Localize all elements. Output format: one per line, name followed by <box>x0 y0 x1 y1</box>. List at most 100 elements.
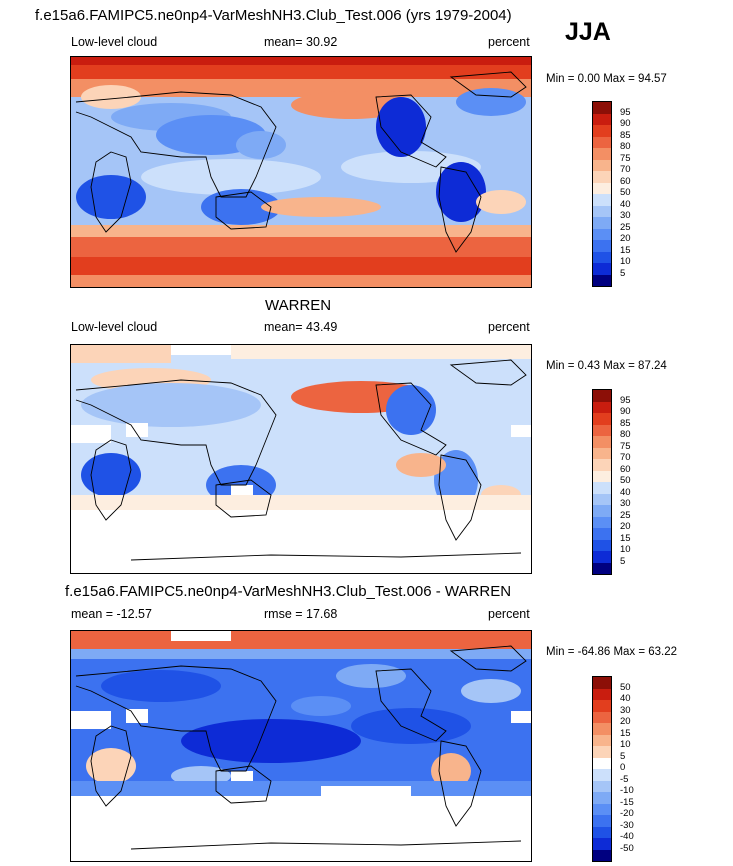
colorbar-label: -30 <box>620 819 634 831</box>
colorbar-label: 80 <box>620 141 631 152</box>
colorbar-swatch <box>593 436 611 448</box>
colorbar-label: 75 <box>620 440 631 452</box>
colorbar-swatch <box>593 251 611 263</box>
colorbar-label: -10 <box>620 785 634 796</box>
colorbar-label: 95 <box>620 394 631 406</box>
colorbar-label: 25 <box>620 221 631 233</box>
colorbar-label: 70 <box>620 452 631 463</box>
colorbar-swatch <box>593 113 611 125</box>
panel-3-mean-label: mean = -12.57 <box>71 607 152 621</box>
panel-2-variable-label: Low-level cloud <box>71 320 158 334</box>
colorbar-swatch <box>593 792 611 804</box>
panel-1-variable-label: Low-level cloud <box>71 35 158 49</box>
colorbar-label: -5 <box>620 773 629 785</box>
panel-1-mean-label: mean= 30.92 <box>264 35 338 49</box>
season-label: JJA <box>565 18 611 46</box>
panel-2-map-field <box>71 345 531 573</box>
colorbar-swatch <box>593 413 611 425</box>
panel-2-title: WARREN <box>265 297 332 314</box>
colorbar-label: 95 <box>620 106 631 118</box>
colorbar-swatch <box>593 551 611 563</box>
colorbar-swatch <box>593 826 611 838</box>
colorbar-swatch <box>593 757 611 769</box>
colorbar-label: 15 <box>620 532 631 544</box>
colorbar-label: -50 <box>620 842 634 854</box>
colorbar-label: 50 <box>620 475 631 486</box>
colorbar-swatch <box>593 734 611 746</box>
colorbar-swatch <box>593 171 611 183</box>
colorbar-box <box>592 101 612 287</box>
colorbar-label: 15 <box>620 727 631 739</box>
panel-2-mean-label: mean= 43.49 <box>264 320 338 334</box>
colorbar-swatch <box>593 424 611 436</box>
colorbar-label: 30 <box>620 210 631 221</box>
colorbar-swatch <box>593 677 611 689</box>
colorbar-label: 0 <box>620 762 626 773</box>
colorbar-swatch <box>593 838 611 850</box>
panel-3-title: f.e15a6.FAMIPC5.ne0np4-VarMeshNH3.Club_T… <box>65 583 512 600</box>
colorbar-label: 5 <box>620 555 626 567</box>
colorbar-swatch <box>593 711 611 723</box>
colorbar-swatch <box>593 459 611 471</box>
colorbar-label: -40 <box>620 831 634 842</box>
colorbar-swatch <box>593 723 611 735</box>
panel-2-minmax: Min = 0.43 Max = 87.24 <box>546 360 667 372</box>
panel-3-units-label: percent <box>488 607 530 621</box>
colorbar-label: 40 <box>620 198 631 210</box>
colorbar-swatch <box>593 447 611 459</box>
colorbar-swatch <box>593 803 611 815</box>
colorbar-label: 80 <box>620 429 631 440</box>
panel-1-map <box>70 56 532 288</box>
colorbar-swatch <box>593 159 611 171</box>
colorbar-label: 30 <box>620 498 631 509</box>
colorbar-label: 10 <box>620 739 631 750</box>
colorbar-swatch <box>593 240 611 252</box>
colorbar-label: 30 <box>620 704 631 716</box>
colorbar-swatch <box>593 769 611 781</box>
colorbar-label: 70 <box>620 164 631 175</box>
panel-3-map-field <box>71 631 531 861</box>
colorbar-swatch <box>593 125 611 137</box>
colorbar-label: 50 <box>620 187 631 198</box>
colorbar-swatch <box>593 217 611 229</box>
colorbar-label: 50 <box>620 681 631 693</box>
colorbar-swatch <box>593 539 611 551</box>
colorbar-swatch <box>593 205 611 217</box>
colorbar-label: 20 <box>620 716 631 727</box>
panel-1-minmax: Min = 0.00 Max = 94.57 <box>546 73 667 85</box>
colorbar-label: 10 <box>620 256 631 267</box>
colorbar-label: 40 <box>620 486 631 498</box>
colorbar-swatch <box>593 688 611 700</box>
colorbar-label: -20 <box>620 808 634 819</box>
colorbar-swatch <box>593 516 611 528</box>
colorbar-label: 15 <box>620 244 631 256</box>
panel-1-map-field <box>71 57 531 287</box>
colorbar-label: 75 <box>620 152 631 164</box>
colorbar-swatch <box>593 528 611 540</box>
colorbar-box <box>592 389 612 575</box>
colorbar-label: 20 <box>620 233 631 244</box>
colorbar-swatch <box>593 274 611 286</box>
colorbar-box <box>592 676 612 862</box>
colorbar-label: 60 <box>620 463 631 475</box>
colorbar-label: 5 <box>620 267 626 279</box>
colorbar-swatch <box>593 182 611 194</box>
panel-3-map <box>70 630 532 862</box>
colorbar-label: -15 <box>620 796 634 808</box>
panel-3-rmse-label: rmse = 17.68 <box>264 607 338 621</box>
colorbar-swatch <box>593 390 611 402</box>
colorbar-swatch <box>593 136 611 148</box>
colorbar-swatch <box>593 746 611 758</box>
colorbar-swatch <box>593 194 611 206</box>
colorbar-label: 60 <box>620 175 631 187</box>
colorbar-label: 85 <box>620 417 631 429</box>
panel-2-units-label: percent <box>488 320 530 334</box>
colorbar-label: 90 <box>620 118 631 129</box>
colorbar-label: 25 <box>620 509 631 521</box>
colorbar-swatch <box>593 700 611 712</box>
colorbar-swatch <box>593 780 611 792</box>
colorbar-swatch <box>593 263 611 275</box>
colorbar-label: 5 <box>620 750 626 762</box>
panel-3-minmax: Min = -64.86 Max = 63.22 <box>546 646 678 658</box>
colorbar-swatch <box>593 102 611 114</box>
